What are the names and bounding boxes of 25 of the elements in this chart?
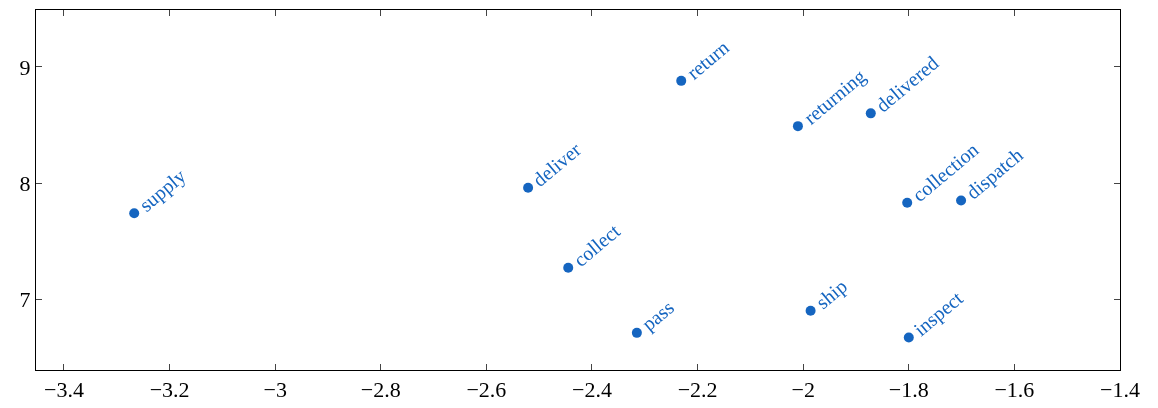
- point: [129, 208, 140, 219]
- point: [805, 305, 816, 316]
- point: [523, 182, 534, 193]
- y-tick-label: 7: [19, 286, 31, 312]
- x-tick-label: −2.2: [677, 377, 718, 403]
- y-tick-label: 9: [19, 54, 31, 80]
- x-tick-label: −2.6: [466, 377, 507, 403]
- point: [563, 262, 574, 273]
- x-tick-label: −3.2: [149, 377, 190, 403]
- x-tick-label: −3.4: [44, 377, 84, 403]
- point: [631, 327, 642, 338]
- x-tick-label: −1.4: [1100, 377, 1140, 403]
- point: [792, 121, 803, 132]
- point: [902, 197, 913, 208]
- x-tick-label: −3: [263, 377, 287, 403]
- annotation: pass: [637, 295, 679, 336]
- x-tick-label: −2.8: [360, 377, 401, 403]
- y-tick-label: 8: [19, 170, 31, 196]
- x-tick-label: −1.6: [994, 377, 1035, 403]
- point: [676, 75, 687, 86]
- x-tick-label: −2: [791, 377, 815, 403]
- point: [903, 332, 914, 343]
- annotation: ship: [811, 274, 852, 314]
- x-tick-label: −2.4: [572, 377, 612, 403]
- x-tick-label: −1.8: [888, 377, 929, 403]
